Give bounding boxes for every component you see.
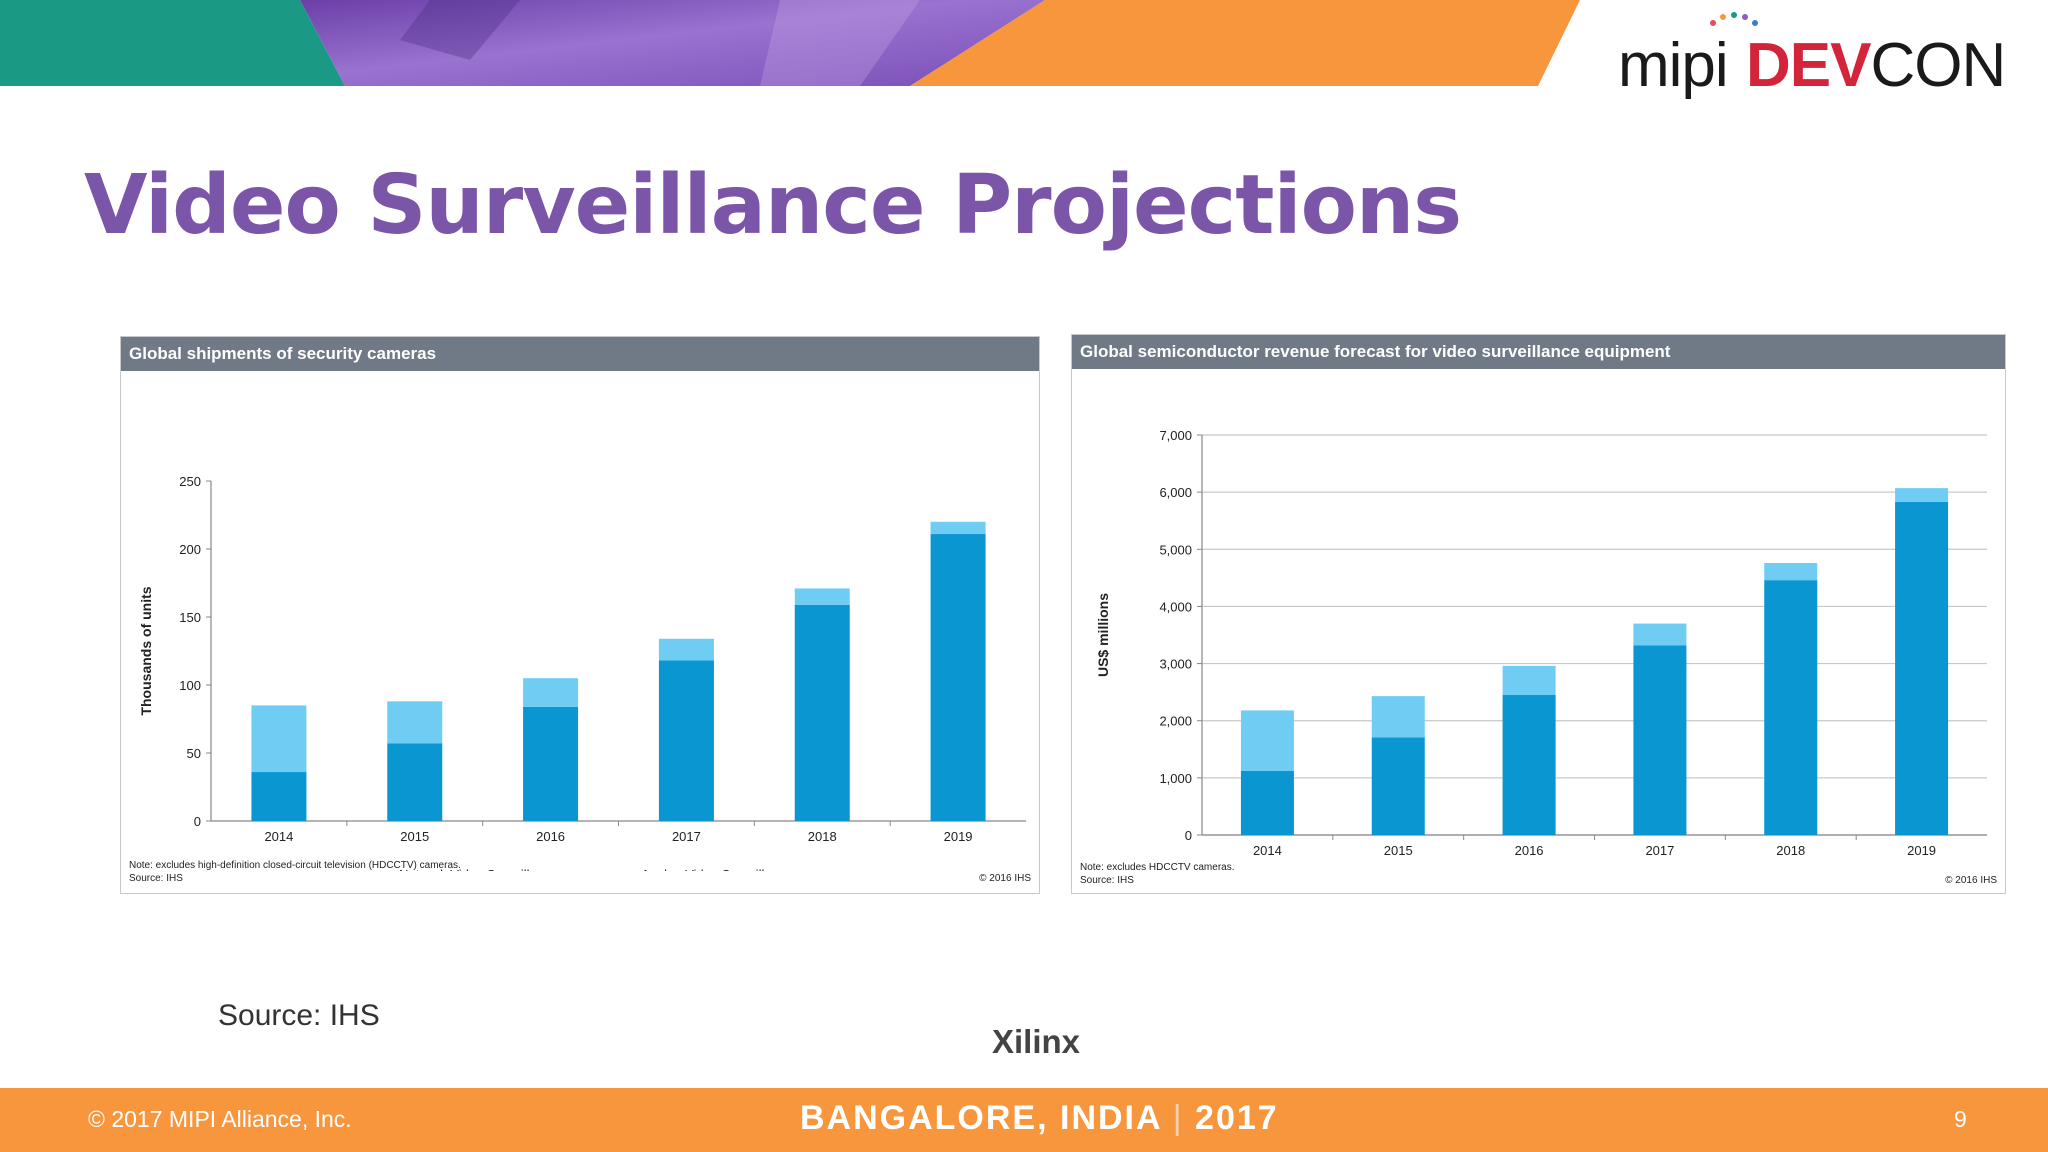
x-tick-label: 2016 — [536, 829, 565, 844]
bar-analog — [930, 521, 986, 535]
chart-credit: © 2016 IHS — [979, 873, 1031, 884]
y-tick-label: 4,000 — [1159, 599, 1192, 614]
bar-analog — [523, 678, 579, 707]
y-tick-label: 5,000 — [1159, 542, 1192, 557]
y-tick-label: 100 — [179, 678, 201, 693]
footer-bar: © 2017 MIPI Alliance, Inc. BANGALORE, IN… — [0, 1088, 2048, 1152]
top-banner — [0, 0, 1580, 86]
event-name: BANGALORE, INDIA | 2017 — [800, 1099, 1279, 1138]
y-tick-label: 250 — [179, 474, 201, 489]
y-axis-label: Thousands of units — [138, 586, 154, 715]
source-text: Source: IHS — [218, 999, 380, 1032]
legend-label: Network Video Surveillance — [399, 867, 558, 871]
logo-dot — [1752, 20, 1758, 26]
chart-note-line: Note: excludes HDCCTV cameras. — [1080, 862, 1235, 873]
event-year: 2017 — [1195, 1099, 1279, 1137]
event-city: BANGALORE, INDIA — [800, 1099, 1162, 1137]
y-tick-label: 0 — [1185, 828, 1192, 843]
bar-analog — [1240, 710, 1294, 771]
x-tick-label: 2019 — [1907, 843, 1936, 858]
logo-con: CON — [1870, 31, 2006, 100]
logo-dot — [1731, 12, 1737, 18]
y-tick-label: 7,000 — [1159, 428, 1192, 443]
bar-network — [794, 604, 850, 821]
logo-devcon: DEVCON — [1746, 30, 2006, 101]
chart-semiconductor-revenue: Global semiconductor revenue forecast fo… — [1071, 334, 2006, 894]
bar-analog — [1633, 623, 1687, 646]
bar-network — [1633, 645, 1687, 835]
chart-note: Note: excludes HDCCTV cameras. Source: I… — [1080, 861, 1235, 887]
event-separator: | — [1172, 1099, 1184, 1137]
x-tick-label: 2015 — [1384, 843, 1413, 858]
x-tick-label: 2014 — [1253, 843, 1282, 858]
bar-analog — [1764, 563, 1818, 581]
logo-dot — [1710, 20, 1716, 26]
chart-title: Global semiconductor revenue forecast fo… — [1072, 335, 2005, 369]
bar-network — [1764, 580, 1818, 835]
legend-label: Analog Video Surveillance — [641, 867, 793, 871]
x-tick-label: 2018 — [808, 829, 837, 844]
y-tick-label: 150 — [179, 610, 201, 625]
y-tick-label: 50 — [187, 746, 201, 761]
bar-analog — [1895, 488, 1949, 502]
chart-plot: 0 1,000 2,000 3,000 4,000 5,000 6,000 7,000 US$ … — [1095, 428, 1987, 858]
chart-security-cameras: Global shipments of security cameras 0 50… — [120, 336, 1040, 894]
logo-dot — [1742, 14, 1748, 20]
chart-title: Global shipments of security cameras — [121, 337, 1039, 371]
x-tick-label: 2018 — [1776, 843, 1805, 858]
bar-network — [251, 772, 307, 821]
bar-analog — [1371, 696, 1425, 738]
company-name: Xilinx — [992, 1023, 1081, 1060]
bar-analog — [1502, 665, 1556, 695]
banner-shade — [400, 0, 520, 60]
y-tick-label: 6,000 — [1159, 485, 1192, 500]
bar-analog — [387, 701, 443, 744]
bar-network — [1371, 737, 1425, 835]
slide-title: Video Surveillance Projections — [84, 158, 1462, 253]
chart-credit: © 2016 IHS — [1945, 875, 1997, 886]
y-tick-label: 200 — [179, 542, 201, 557]
logo-mipi: mipi — [1618, 31, 1729, 100]
copyright-text: © 2017 MIPI Alliance, Inc. — [88, 1106, 352, 1132]
x-tick-label: 2015 — [400, 829, 429, 844]
bar-network — [658, 660, 714, 821]
banner-orange-stripe — [910, 0, 1580, 86]
banner-teal-stripe — [0, 0, 345, 86]
x-tick-label: 2019 — [944, 829, 973, 844]
chart-plot: 0 50 100 150 200 250 Thousands of units 2014 201… — [138, 474, 1026, 871]
chart-source-line: Source: IHS — [1080, 875, 1134, 886]
banner-purple-stripe — [300, 0, 1045, 86]
logo-dot — [1720, 14, 1726, 20]
bar-network — [1240, 771, 1294, 835]
y-tick-label: 1,000 — [1159, 771, 1192, 786]
y-tick-label: 0 — [194, 814, 201, 829]
bar-analog — [794, 588, 850, 605]
y-tick-label: 3,000 — [1159, 657, 1192, 672]
x-tick-label: 2014 — [264, 829, 293, 844]
bar-analog — [251, 705, 307, 773]
bar-network — [1895, 501, 1949, 835]
chart-note: Note: excludes high-definition closed-ci… — [129, 859, 461, 885]
bar-network — [387, 743, 443, 821]
logo-dev: DEV — [1746, 31, 1871, 100]
x-tick-label: 2016 — [1515, 843, 1544, 858]
x-tick-label: 2017 — [1645, 843, 1674, 858]
bar-network — [930, 534, 986, 821]
banner-highlight — [760, 0, 920, 86]
bar-network — [523, 706, 579, 821]
bar-analog — [658, 638, 714, 661]
mipi-devcon-logo: mipi DEVCON — [1618, 8, 2006, 100]
x-tick-label: 2017 — [672, 829, 701, 844]
y-axis-label: US$ millions — [1095, 593, 1111, 677]
chart-source-line: Source: IHS — [129, 873, 183, 884]
y-tick-label: 2,000 — [1159, 714, 1192, 729]
bar-network — [1502, 695, 1556, 835]
page-number: 9 — [1954, 1106, 1967, 1132]
chart-note-line: Note: excludes high-definition closed-ci… — [129, 860, 461, 871]
